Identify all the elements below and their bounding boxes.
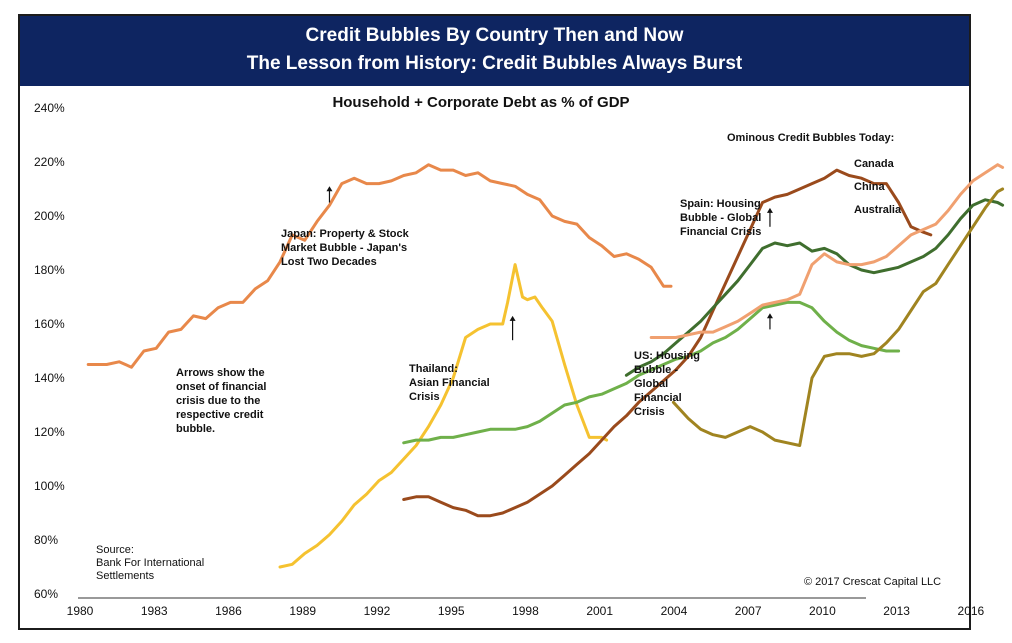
y-tick-label: 180%	[34, 263, 65, 277]
banner-title-line1: Credit Bubbles By Country Then and Now	[305, 25, 684, 46]
y-tick-label: 100%	[34, 479, 65, 493]
x-tick-label: 2007	[735, 604, 762, 618]
legend-china: China	[854, 181, 885, 193]
annotation-thailand: Thailand: Asian Financial Crisis	[409, 363, 490, 403]
y-tick-label: 120%	[34, 425, 65, 439]
legend-australia: Australia	[854, 204, 902, 216]
annotation-arrows-note: Arrows show the onset of financial crisi…	[176, 367, 267, 435]
copyright-note: © 2017 Crescat Capital LLC	[804, 576, 942, 588]
x-tick-label: 2010	[809, 604, 836, 618]
series-line-series-2	[402, 300, 901, 445]
y-tick-label: 80%	[34, 533, 58, 547]
legend-canada: Canada	[854, 158, 894, 170]
crisis-arrow-head	[766, 313, 773, 319]
x-tick-label: 2001	[586, 604, 613, 618]
crisis-arrow-head	[509, 315, 516, 321]
source-note: Source: Bank For International Settlemen…	[96, 544, 205, 582]
title-banner: Credit Bubbles By Country Then and Now T…	[20, 16, 969, 86]
x-tick-label: 2013	[883, 604, 910, 618]
crisis-arrow-head	[326, 186, 333, 192]
y-tick-label: 220%	[34, 155, 65, 169]
series-line-china	[671, 187, 1005, 447]
x-tick-label: 1986	[215, 604, 242, 618]
banner-title-line2: The Lesson from History: Credit Bubbles …	[246, 53, 743, 74]
series-line-series-0	[86, 163, 673, 369]
y-tick-label: 140%	[34, 371, 65, 385]
y-tick-label: 60%	[34, 587, 58, 601]
x-tick-label: 1983	[141, 604, 168, 618]
series-line-series-3	[402, 168, 933, 518]
annotation-japan: Japan: Property & Stock Market Bubble - …	[281, 228, 409, 268]
chart-title: Household + Corporate Debt as % of GDP	[332, 94, 629, 111]
annotation-spain: Spain: Housing Bubble - Global Financial…	[680, 198, 762, 238]
chart-frame: Credit Bubbles By Country Then and Now T…	[18, 14, 971, 630]
series-line-canada	[649, 163, 1005, 339]
x-tick-label: 1989	[289, 604, 316, 618]
x-tick-label: 1980	[67, 604, 94, 618]
y-tick-label: 240%	[34, 101, 65, 115]
y-tick-label: 200%	[34, 209, 65, 223]
y-tick-label: 160%	[34, 317, 65, 331]
x-tick-label: 2016	[958, 604, 985, 618]
crisis-arrow-head	[766, 207, 773, 213]
legend-title: Ominous Credit Bubbles Today:	[727, 132, 895, 144]
x-tick-label: 1992	[364, 604, 391, 618]
x-tick-label: 1998	[512, 604, 539, 618]
annotation-us: US: Housing Bubble - Global Financial Cr…	[634, 350, 700, 418]
series-line-series-1	[278, 263, 609, 569]
x-tick-label: 1995	[438, 604, 465, 618]
x-tick-label: 2004	[661, 604, 688, 618]
series-line-series-4	[624, 198, 1005, 377]
